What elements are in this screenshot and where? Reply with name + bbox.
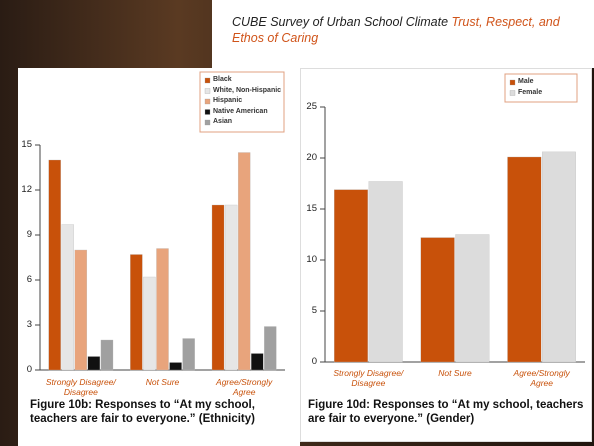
legend-box [199,71,285,133]
bar [74,249,88,371]
header-title: CUBE Survey of Urban School Climate [232,15,449,29]
legend-label: Black [213,76,232,83]
chart-caption: Figure 10b: Responses to “At my school, … [30,399,255,425]
y-tick-label: 9 [26,229,32,240]
chart-caption: Figure 10d: Responses to “At my school, … [308,399,584,425]
legend-label: Female [518,88,543,96]
legend-swatch [509,79,516,86]
y-tick-label: 15 [21,139,32,150]
bar [169,362,182,371]
bar [507,156,542,363]
bar [100,339,114,371]
x-tick-label: Strongly Disagree/ Disagree [333,368,404,388]
y-tick-label: 12 [21,184,32,195]
x-tick-label: Agree/Strongly Agree [513,368,570,388]
bar [237,152,251,371]
bar [130,254,143,371]
bar [264,326,277,371]
legend-box [504,73,578,103]
x-tick-label: Not Sure [438,368,472,378]
bar [455,234,490,363]
legend-label: Asian [213,118,233,125]
y-tick-label: 0 [311,356,317,367]
legend-swatch [204,77,211,84]
bar [182,338,195,371]
legend-label: Male [518,78,534,85]
header-subtitle: Trust, Respect, and Ethos of Caring [232,15,560,45]
y-tick-label: 5 [311,305,317,316]
y-tick-label: 15 [306,203,317,214]
bar [48,159,61,371]
bar [542,151,576,363]
y-tick-label: 20 [306,152,317,163]
x-tick-label: Strongly Disagree/ Disagree [45,377,116,397]
legend-label: Native American [213,107,268,115]
legend-label: White, Non-Hispanic [213,86,282,94]
bar [420,237,455,363]
legend-swatch [204,109,211,115]
x-tick-label: Agree/Strongly Agree [216,377,273,397]
bar [211,204,225,371]
header-panel [212,0,594,68]
legend-swatch [509,90,516,96]
bar [87,356,101,371]
bar [156,248,169,371]
x-tick-label: Not Sure [145,377,180,387]
bar [224,204,238,371]
y-tick-label: 0 [26,364,32,375]
legend-label: Hispanic [213,97,243,104]
bar [251,353,264,371]
bar [334,189,368,363]
y-tick-label: 3 [26,319,32,330]
legend-swatch [204,119,211,126]
bar [61,224,74,371]
y-tick-label: 6 [26,274,32,285]
header: CUBE Survey of Urban School Climate Trus… [232,14,562,46]
legend-swatch [204,88,211,94]
y-tick-label: 10 [306,254,317,265]
legend-swatch [204,98,211,105]
bar [143,276,156,371]
y-tick-label: 25 [306,101,317,112]
bar [368,181,403,363]
